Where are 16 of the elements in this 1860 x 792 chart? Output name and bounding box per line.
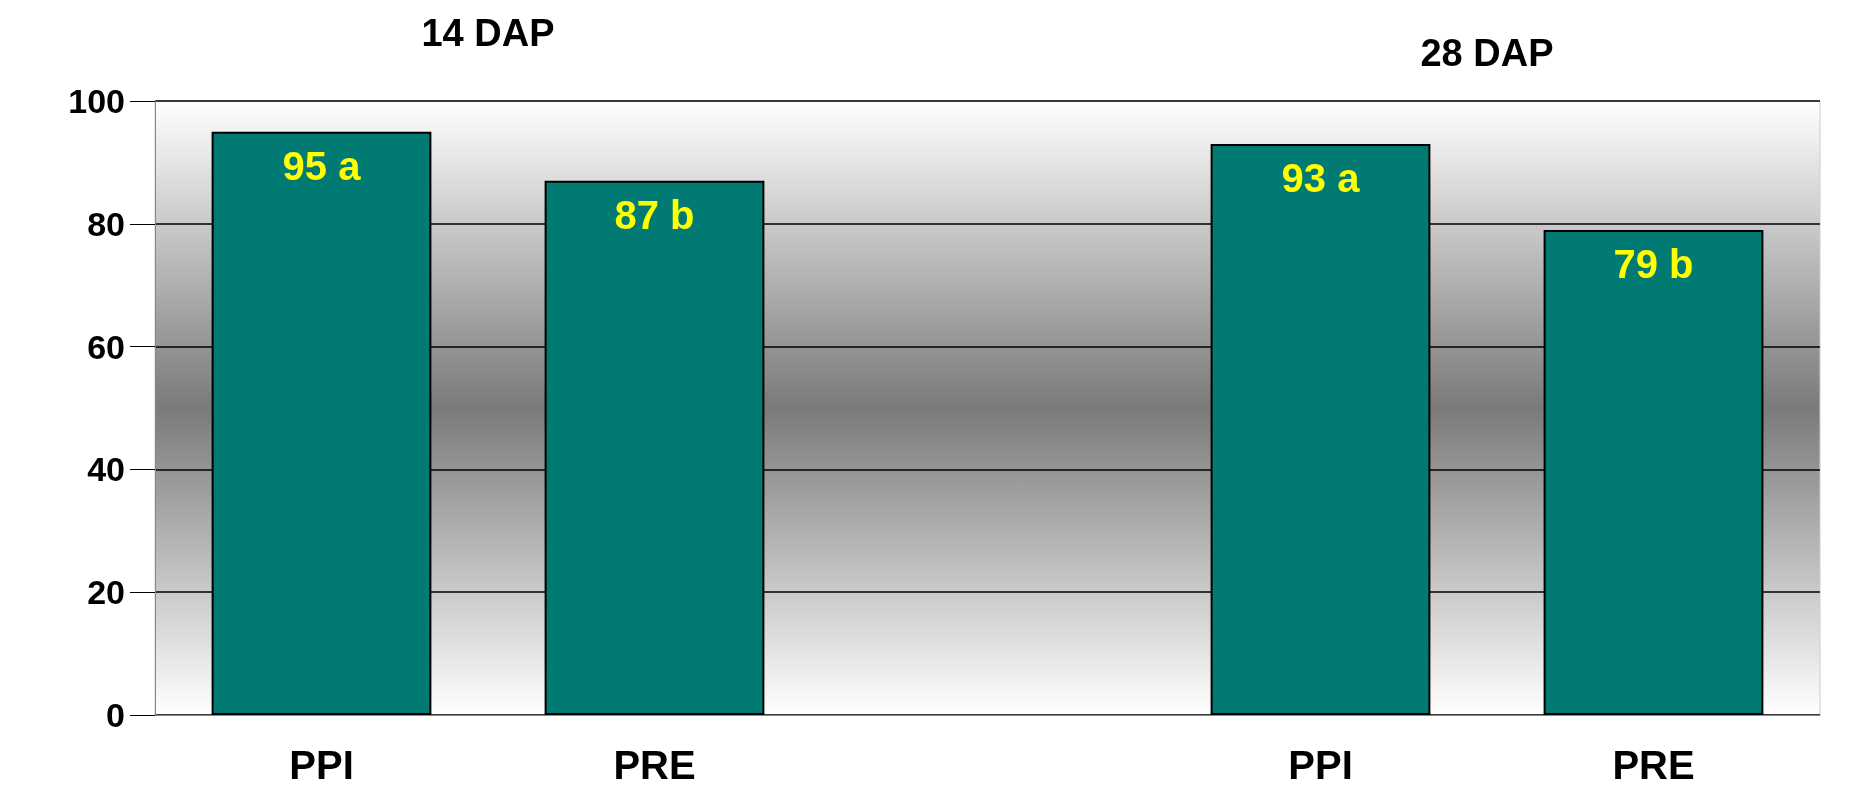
text: 14 DAP [421, 12, 555, 54]
y-tick-label: 20 [87, 573, 125, 612]
x-tick-label: PRE [1612, 743, 1695, 787]
y-tick-label: 60 [87, 327, 125, 366]
x-tick-label: PRE [613, 743, 696, 787]
data-label: 87 b [614, 192, 695, 237]
y-tick-label: 0 [106, 696, 125, 734]
x-tick-label: PPI [289, 743, 354, 787]
y-tick-label: 100 [68, 82, 125, 120]
x-tick-label: PPI [1288, 743, 1353, 787]
y-tick-label: 40 [87, 450, 125, 489]
text: 28 DAP [1420, 32, 1554, 74]
data-label: 79 b [1613, 241, 1694, 286]
data-label: 95 a [282, 143, 362, 188]
data-label: 93 a [1281, 155, 1361, 200]
y-tick-label: 80 [87, 204, 125, 243]
